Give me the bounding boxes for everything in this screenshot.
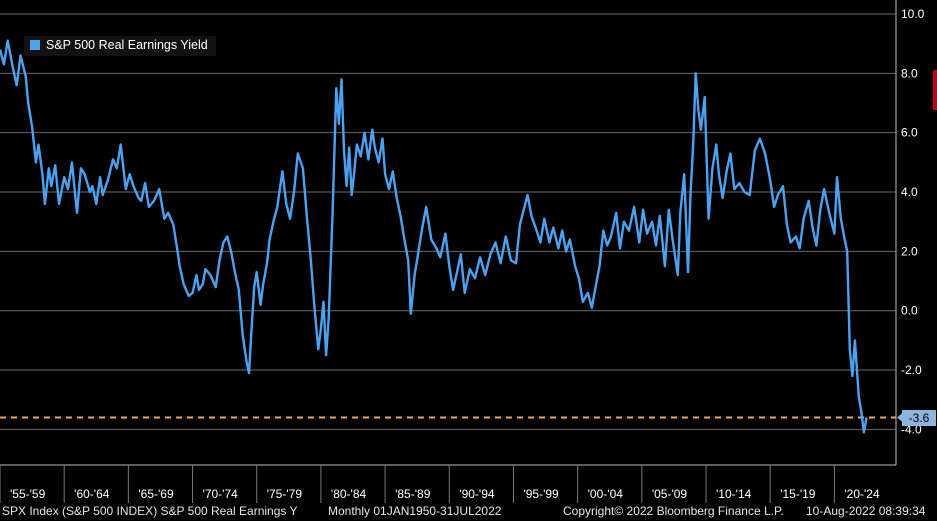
- x-tick-label: '00-'04: [588, 487, 624, 501]
- footer-index: SPX Index (S&P 500 INDEX) S&P 500 Real E…: [2, 504, 298, 518]
- y-tick-label: 0.0: [901, 304, 918, 318]
- y-tick-label: -4.0: [901, 422, 922, 436]
- x-tick-label: '05-'09: [652, 487, 688, 501]
- x-tick-label: '60-'64: [74, 487, 110, 501]
- legend-label: S&P 500 Real Earnings Yield: [46, 38, 208, 52]
- x-tick-label: '20-'24: [844, 487, 880, 501]
- axes: 10.0 8.0 6.0 4.0 2.0 0.0 -2.0 -4.0 '55-'59 '60-'6…: [0, 0, 937, 503]
- grid: [0, 13, 896, 430]
- x-tick-label: '95-'99: [523, 487, 559, 501]
- x-tick-label: '90-'94: [459, 487, 495, 501]
- edge-marker: [933, 70, 937, 110]
- x-tick-label: '75-'79: [267, 487, 303, 501]
- series-layer: [0, 39, 868, 434]
- x-tick-label: '15-'19: [780, 487, 816, 501]
- footer-timestamp: 10-Aug-2022 08:39:34: [806, 504, 926, 518]
- y-tick-label: 4.0: [901, 185, 918, 199]
- x-tick-label: '55-'59: [10, 487, 46, 501]
- footer-period: Monthly 01JAN1950-31JUL2022: [328, 504, 502, 518]
- y-tick-label: 10.0: [901, 7, 925, 21]
- y-tick-label: 6.0: [901, 126, 918, 140]
- x-tick-label: '85-'89: [395, 487, 431, 501]
- legend-swatch: [30, 40, 40, 50]
- footer: SPX Index (S&P 500 INDEX) S&P 500 Real E…: [0, 503, 937, 521]
- y-tick-label: 2.0: [901, 244, 918, 258]
- x-tick-label: '80-'84: [331, 487, 367, 501]
- x-tick-label: '65-'69: [138, 487, 174, 501]
- x-tick-label: '70-'74: [203, 487, 239, 501]
- footer-copyright: Copyright© 2022 Bloomberg Finance L.P.: [563, 504, 784, 518]
- y-tick-label: -2.0: [901, 363, 922, 377]
- last-value-pointer: [897, 412, 903, 423]
- y-tick-label: 8.0: [901, 66, 918, 80]
- series-line: [0, 39, 868, 434]
- last-value-label: -3.6: [902, 409, 936, 426]
- legend: S&P 500 Real Earnings Yield: [24, 36, 216, 56]
- x-tick-label: '10-'14: [716, 487, 752, 501]
